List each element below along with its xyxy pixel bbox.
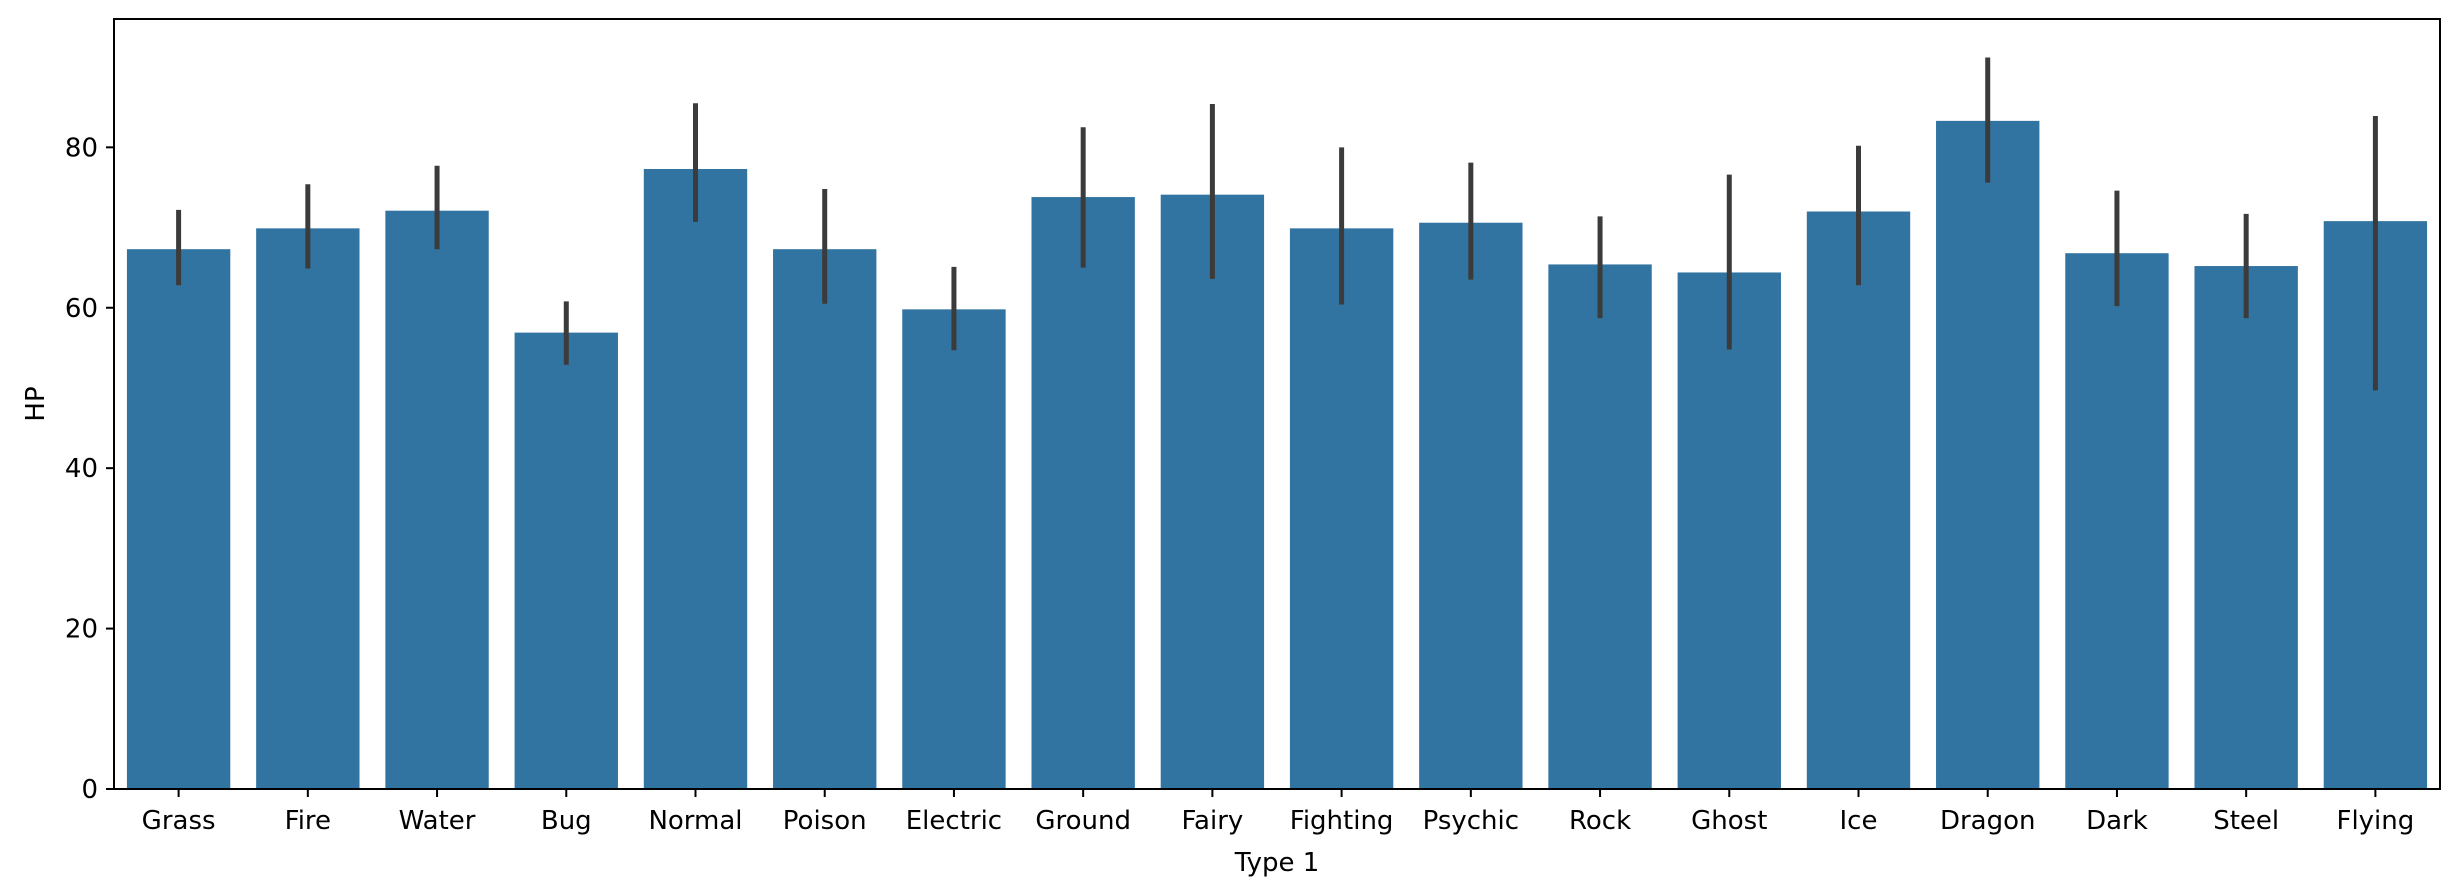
bar-water [385, 210, 489, 789]
x-tick-label: Grass [142, 806, 216, 836]
x-tick-label: Flying [2336, 806, 2414, 836]
bar-bug [514, 332, 618, 789]
bar-fighting [1289, 228, 1394, 789]
x-tick-label: Ice [1840, 806, 1878, 836]
x-tick-label: Dark [2086, 806, 2148, 836]
x-tick-label: Water [399, 806, 476, 836]
bar-ice [1806, 211, 1911, 789]
x-tick-label: Fighting [1290, 806, 1394, 836]
x-tick-label: Dragon [1940, 806, 2036, 836]
bar-fairy [1160, 194, 1265, 789]
errorbars-group [176, 57, 2378, 391]
bar-electric [902, 309, 1006, 789]
x-tick-label: Poison [783, 806, 867, 836]
y-tick-label: 60 [65, 294, 98, 324]
x-tick-label: Fire [285, 806, 331, 836]
x-tick-label: Fairy [1181, 806, 1243, 836]
y-axis: 0 20 40 60 80 [65, 133, 114, 805]
y-tick-label: 40 [65, 454, 98, 484]
bar-psychic [1419, 222, 1523, 789]
x-tick-label: Bug [541, 806, 592, 836]
x-axis-label: Type 1 [1234, 848, 1320, 878]
bars-group [126, 120, 2428, 790]
x-tick-label: Rock [1569, 806, 1631, 836]
x-tick-label: Steel [2213, 806, 2279, 836]
y-tick-label: 20 [65, 615, 98, 645]
bar-rock [1548, 264, 1652, 789]
x-tick-label: Psychic [1423, 806, 1519, 836]
y-tick-label: 80 [65, 133, 98, 163]
bar-ghost [1677, 272, 1781, 789]
bar-ground [1031, 197, 1135, 789]
y-tick-label: 0 [81, 775, 98, 805]
bar-poison [773, 249, 877, 789]
plot-frame [113, 18, 2441, 790]
bar-normal [643, 168, 748, 790]
bar-dark [2065, 253, 2169, 790]
x-tick-label: Ground [1035, 806, 1131, 836]
bar-steel [2194, 266, 2298, 790]
bar-dragon [1936, 120, 2040, 790]
x-tick-label: Normal [648, 806, 742, 836]
bar-fire [256, 228, 360, 789]
x-tick-label: Electric [906, 806, 1002, 836]
y-axis-label: HP [21, 386, 51, 421]
bar-grass [126, 249, 231, 789]
x-tick-label: Ghost [1691, 806, 1767, 836]
x-axis: Grass Fire Water Bug Normal Poison Electric Gro… [142, 789, 2414, 836]
